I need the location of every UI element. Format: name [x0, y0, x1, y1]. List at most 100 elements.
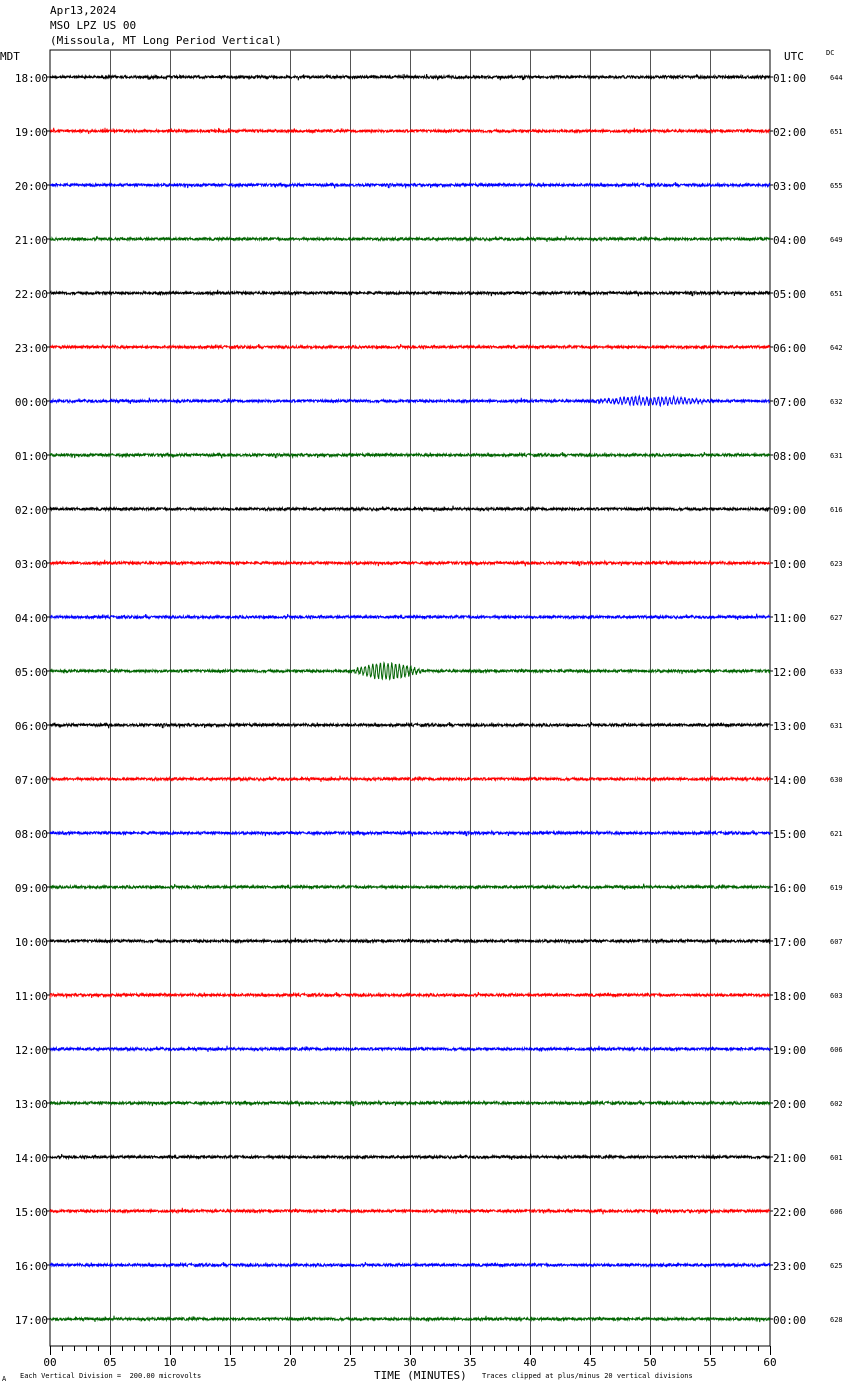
seismic-trace [49, 1099, 771, 1107]
dc-offset-value: 651 [830, 290, 843, 298]
utc-time-label: 19:00 [773, 1044, 806, 1057]
mdt-time-label: 07:00 [15, 774, 48, 787]
utc-time-label: 16:00 [773, 882, 806, 895]
utc-time-label: 07:00 [773, 396, 806, 409]
mdt-time-label: 23:00 [15, 342, 48, 355]
seismic-trace [49, 127, 771, 135]
utc-time-label: 17:00 [773, 936, 806, 949]
mdt-time-label: 02:00 [15, 504, 48, 517]
dc-offset-value: 630 [830, 776, 843, 784]
mdt-time-label: 16:00 [15, 1260, 48, 1273]
utc-time-label: 02:00 [773, 126, 806, 139]
dc-offset-value: 621 [830, 830, 843, 838]
x-tick-label: 45 [583, 1356, 596, 1369]
seismic-trace [49, 451, 771, 460]
x-tick-label: 20 [283, 1356, 296, 1369]
dc-offset-value: 631 [830, 722, 843, 730]
dc-offset-value: 628 [830, 1316, 843, 1324]
seismic-trace [49, 1261, 771, 1269]
x-tick-label: 25 [343, 1356, 356, 1369]
seismic-trace [49, 661, 771, 681]
dc-offset-value: 642 [830, 344, 843, 352]
clip-note: Traces clipped at plus/minus 20 vertical… [482, 1372, 693, 1380]
mdt-time-label: 08:00 [15, 828, 48, 841]
right-axis-label: UTC [784, 50, 804, 63]
dc-offset-value: 623 [830, 560, 843, 568]
corner-mark: A [2, 1375, 7, 1383]
mdt-time-label: 01:00 [15, 450, 48, 463]
mdt-time-label: 22:00 [15, 288, 48, 301]
x-tick-label: 55 [703, 1356, 716, 1369]
utc-time-label: 22:00 [773, 1206, 806, 1219]
dc-offset-value: 606 [830, 1208, 843, 1216]
utc-time-label: 23:00 [773, 1260, 806, 1273]
dc-offset-value: 625 [830, 1262, 843, 1270]
left-axis-label: MDT [0, 50, 20, 63]
mdt-time-label: 13:00 [15, 1098, 48, 1111]
x-tick-label: 35 [463, 1356, 476, 1369]
mdt-time-label: 04:00 [15, 612, 48, 625]
seismic-trace [49, 235, 771, 243]
utc-time-label: 05:00 [773, 288, 806, 301]
x-tick-label: 60 [763, 1356, 776, 1369]
utc-time-label: 18:00 [773, 990, 806, 1003]
station-code: MSO LPZ US 00 [50, 19, 137, 32]
seismic-trace [49, 181, 771, 190]
dc-offset-value: 651 [830, 128, 843, 136]
dc-label: DC [826, 49, 835, 57]
seismic-trace [49, 73, 771, 81]
utc-time-label: 13:00 [773, 720, 806, 733]
mdt-time-label: 17:00 [15, 1314, 48, 1327]
x-tick-label: 50 [643, 1356, 656, 1369]
mdt-time-label: 12:00 [15, 1044, 48, 1057]
seismic-trace [49, 394, 771, 408]
seismic-trace [49, 1153, 771, 1161]
seismic-trace [49, 883, 771, 891]
dc-offset-value: 603 [830, 992, 843, 1000]
utc-time-label: 00:00 [773, 1314, 806, 1327]
utc-time-label: 12:00 [773, 666, 806, 679]
mdt-time-label: 06:00 [15, 720, 48, 733]
seismic-trace [49, 1045, 771, 1053]
seismic-trace [49, 289, 771, 297]
dc-offset-value: 616 [830, 506, 843, 514]
utc-time-label: 10:00 [773, 558, 806, 571]
utc-time-label: 11:00 [773, 612, 806, 625]
seismic-trace [49, 559, 771, 567]
mdt-time-label: 09:00 [15, 882, 48, 895]
dc-offset-value: 627 [830, 614, 843, 622]
utc-time-label: 01:00 [773, 72, 806, 85]
seismic-trace [49, 721, 771, 730]
dc-offset-value: 655 [830, 182, 843, 190]
x-tick-label: 10 [163, 1356, 176, 1369]
utc-time-label: 20:00 [773, 1098, 806, 1111]
utc-time-label: 04:00 [773, 234, 806, 247]
dc-offset-value: 619 [830, 884, 843, 892]
seismic-trace [49, 343, 771, 351]
dc-offset-value: 602 [830, 1100, 843, 1108]
seismic-trace [49, 775, 771, 783]
mdt-time-label: 19:00 [15, 126, 48, 139]
dc-offset-value: 631 [830, 452, 843, 460]
x-tick-label: 05 [103, 1356, 116, 1369]
mdt-time-label: 21:00 [15, 234, 48, 247]
mdt-time-label: 00:00 [15, 396, 48, 409]
dc-offset-value: 633 [830, 668, 843, 676]
x-tick-label: 30 [403, 1356, 416, 1369]
mdt-time-label: 18:00 [15, 72, 48, 85]
seismic-trace [49, 613, 771, 621]
x-tick-label: 40 [523, 1356, 536, 1369]
mdt-time-label: 20:00 [15, 180, 48, 193]
utc-time-label: 08:00 [773, 450, 806, 463]
seismic-trace [49, 829, 771, 837]
utc-time-label: 03:00 [773, 180, 806, 193]
seismic-trace [49, 937, 771, 945]
x-tick-label: 00 [43, 1356, 56, 1369]
dc-offset-value: 644 [830, 74, 843, 82]
station-description: (Missoula, MT Long Period Vertical) [50, 34, 282, 47]
seismic-trace [49, 1207, 771, 1215]
scale-note: Each Vertical Division = 200.00 microvol… [20, 1372, 202, 1380]
mdt-time-label: 03:00 [15, 558, 48, 571]
seismic-trace [49, 991, 771, 1000]
